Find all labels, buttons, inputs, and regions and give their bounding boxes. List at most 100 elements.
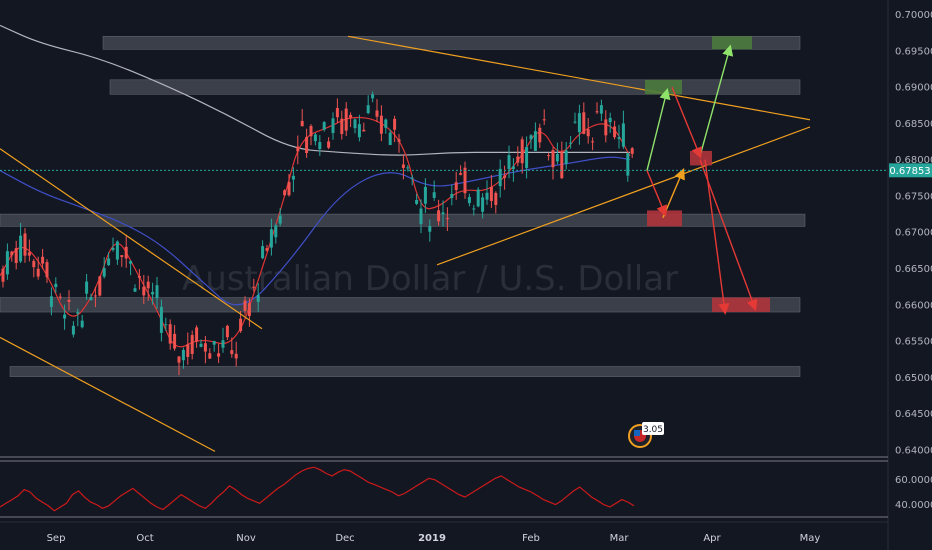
candle-body [203,343,207,352]
candle-body [599,105,603,114]
candle-body [309,125,313,137]
candle-body [85,281,89,294]
candle-body [221,340,225,348]
candle-body [463,167,467,194]
time-tick-label: Oct [136,533,153,544]
candle-body [261,246,265,259]
candle-body [322,122,326,130]
candle-body [89,297,93,301]
time-axis[interactable]: Sep Oct Nov Dec 2019 Feb Mar Apr May [47,533,821,544]
economic-event-badge[interactable]: 3.05 [628,422,664,448]
candle-body [107,258,111,266]
candle-body [428,226,432,232]
support-resistance-zones [0,36,806,377]
candle-body [511,166,515,170]
sr-zone [0,213,806,227]
candle-body [45,262,49,278]
candle-body [98,276,102,296]
bullish-target-box [645,79,682,95]
candle-body [397,139,401,142]
event-badge-bg [642,422,664,435]
candle-body [388,132,392,146]
candle-body [595,111,599,113]
candle-body [529,135,533,140]
candle-body [542,119,546,121]
candle-body [613,126,617,138]
candle-body [146,281,150,289]
candle-body [525,146,529,169]
candle-body [349,115,353,118]
candle-body [362,129,366,132]
projection-arrow [671,86,703,159]
candle-body [199,343,203,347]
candle-body [445,218,449,220]
trendline [347,35,811,121]
candle-body [168,324,172,344]
candle-body [555,154,559,162]
candle-body [300,120,304,127]
symbol-watermark: Australian Dollar / U.S. Dollar [182,259,678,299]
candle-body [10,251,14,256]
candle-body [41,256,45,264]
projection-arrow [699,159,758,312]
sr-zone [102,36,801,50]
candle-body [547,155,551,157]
candle-body [71,325,75,335]
candle-body [393,118,397,130]
candle-body [93,295,97,297]
candle-body [195,327,199,342]
projection-arrow [699,44,734,157]
candle-body [243,300,247,311]
candle-body [212,341,216,345]
candle-body [384,119,388,128]
candle-body [247,303,251,317]
candle-body [278,215,282,224]
candle-body [36,268,40,277]
bearish-target-box [647,210,682,227]
candle-body [32,260,36,268]
projection-arrows[interactable] [646,44,758,315]
candle-body [419,208,423,225]
candle-body [283,190,287,196]
candle-body [181,349,185,361]
trendlines[interactable] [0,35,811,452]
candle-body [23,233,27,256]
candle-body [520,139,524,164]
candle-body [481,197,485,212]
candle-body [626,153,630,176]
candle-body [80,320,84,328]
candle-body [327,141,331,148]
candle-body [582,112,586,134]
candle-body [591,141,595,143]
candle-body [366,105,370,114]
candle-body [564,150,568,164]
time-tick-label: Sep [47,533,66,544]
projection-arrow [704,159,730,315]
candle-body [485,192,489,200]
candle-body [577,113,581,133]
candle-body [406,167,410,169]
oscillator-line [0,466,635,512]
bearish-target-box [712,297,770,313]
candle-body [159,306,163,333]
candle-body [239,318,243,332]
candle-body [498,168,502,187]
candle-body [67,299,71,302]
candle-body [507,155,511,170]
candle-body [371,94,375,99]
event-badge-text: 3.05 [643,425,663,435]
candle-body [305,136,309,154]
candle-body [454,182,458,191]
candle-body [410,177,414,179]
